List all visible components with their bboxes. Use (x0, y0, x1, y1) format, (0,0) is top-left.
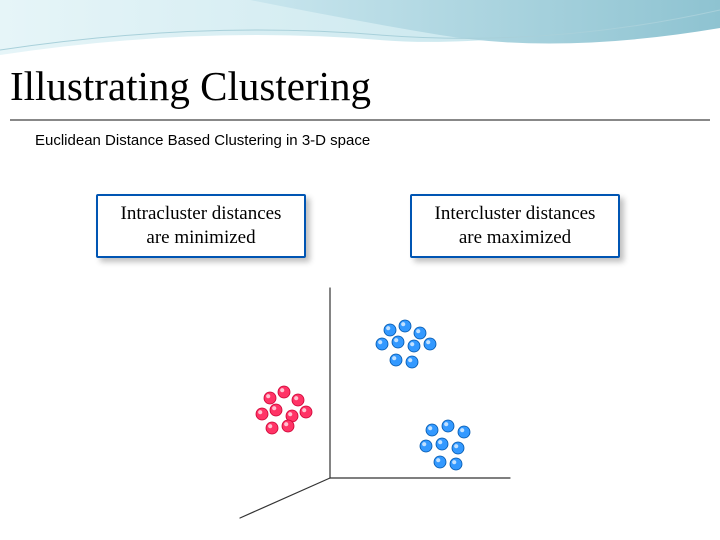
cluster-diagram (180, 278, 540, 528)
cluster-point (420, 440, 432, 452)
intracluster-box: Intracluster distances are minimized (96, 194, 306, 258)
box-line2: are minimized (114, 226, 288, 250)
cluster-point (282, 420, 294, 432)
cluster-point (292, 394, 304, 406)
intercluster-box: Intercluster distances are maximized (410, 194, 620, 258)
cluster-point (278, 386, 290, 398)
cluster-point (300, 406, 312, 418)
axis-z (240, 478, 330, 518)
title-underline (10, 119, 710, 121)
cluster-point (450, 458, 462, 470)
cluster-point (406, 356, 418, 368)
cluster-point (424, 338, 436, 350)
box-line1: Intercluster distances (428, 202, 602, 226)
cluster-point (256, 408, 268, 420)
cluster-point (442, 420, 454, 432)
cluster-point (390, 354, 402, 366)
cluster-point (434, 456, 446, 468)
cluster-point (426, 424, 438, 436)
slide-subtitle: Euclidean Distance Based Clustering in 3… (35, 132, 370, 149)
cluster-point (264, 392, 276, 404)
cluster-point (392, 336, 404, 348)
box-line1: Intracluster distances (114, 202, 288, 226)
cluster-point (399, 320, 411, 332)
cluster-point (408, 340, 420, 352)
cluster-point (384, 324, 396, 336)
cluster-point (414, 327, 426, 339)
cluster-point (458, 426, 470, 438)
box-line2: are maximized (428, 226, 602, 250)
cluster-point (452, 442, 464, 454)
cluster-point (270, 404, 282, 416)
cluster-point (266, 422, 278, 434)
slide-title: Illustrating Clustering (10, 62, 371, 110)
cluster-point (376, 338, 388, 350)
cluster-point (436, 438, 448, 450)
